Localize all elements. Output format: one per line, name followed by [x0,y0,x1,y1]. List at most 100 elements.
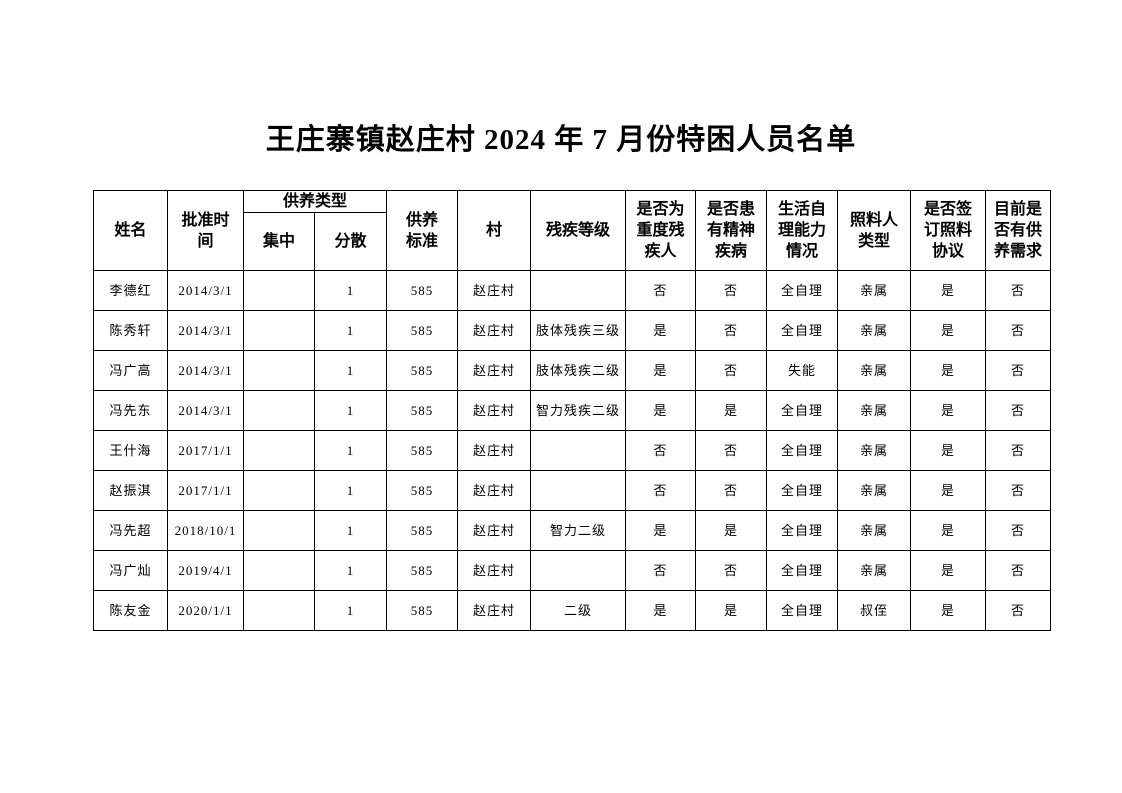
table-cell [243,270,315,311]
table-cell: 585 [386,590,459,631]
col-header-severe-disability: 是否为 重度残 疾人 [625,190,697,271]
table-cell: 是 [625,510,697,551]
table-cell: 否 [985,470,1052,511]
table-cell: 是 [695,510,768,551]
table-cell: 否 [695,350,768,391]
table-cell [243,350,315,391]
table-cell: 2017/1/1 [167,470,244,511]
table-cell: 2017/1/1 [167,430,244,471]
table-cell: 是 [625,390,697,431]
table-cell: 亲属 [837,350,912,391]
table-row: 陈友金 2020/1/1 1 585 赵庄村 二级是是全自理 叔侄是否 [93,590,1052,631]
table-cell: 否 [695,310,768,351]
table-cell: 亲属 [837,550,912,591]
table-row: 赵振淇 2017/1/1 1 585 赵庄村否否全自理 亲属是否 [93,470,1052,511]
table-cell: 2019/4/1 [167,550,244,591]
table-cell: 1 [313,550,388,591]
table-cell: 陈秀轩 [93,310,168,351]
table-cell: 1 [313,510,388,551]
table-cell: 赵庄村 [457,550,532,591]
table-cell: 赵庄村 [457,310,532,351]
table-cell: 是 [910,310,987,351]
table-cell: 是 [910,350,987,391]
table-row: 冯先东 2014/3/1 1 585 赵庄村 智力残疾二级是是全自理 亲属是否 [93,390,1052,431]
header-row-top: 姓名 批准时 间 供养类型 供养 标准 村 残疾等级 是否为 重度残 疾人 是否… [93,190,1052,271]
table-cell: 否 [985,590,1052,631]
table-cell: 肢体残疾二级 [530,350,627,391]
table-row: 王什海 2017/1/1 1 585 赵庄村否否全自理 亲属是否 [93,430,1052,471]
table-cell: 赵庄村 [457,350,532,391]
table-cell: 赵庄村 [457,430,532,471]
col-header-disability-level: 残疾等级 [530,190,627,271]
table-cell: 否 [625,470,697,511]
table-cell: 是 [695,390,768,431]
table-cell: 肢体残疾三级 [530,310,627,351]
table-cell: 2014/3/1 [167,310,244,351]
table-cell: 585 [386,350,459,391]
col-header-support-type: 供养类型 [242,190,388,213]
table-cell: 亲属 [837,430,912,471]
table-cell: 冯广高 [93,350,168,391]
table-cell: 李德红 [93,270,168,311]
table-cell [530,270,627,311]
col-header-care-agreement: 是否签 订照料 协议 [910,190,987,271]
table-cell: 智力残疾二级 [530,390,627,431]
col-header-dispersed: 分散 [313,212,388,271]
table-cell: 否 [625,430,697,471]
table-cell [243,430,315,471]
table-cell [243,550,315,591]
table-cell: 否 [985,430,1052,471]
table-cell: 亲属 [837,390,912,431]
table-cell: 1 [313,270,388,311]
table-cell: 全自理 [766,510,839,551]
table-cell: 是 [625,350,697,391]
table-cell: 是 [910,510,987,551]
table-cell: 冯广灿 [93,550,168,591]
table-cell: 585 [386,510,459,551]
table-cell [243,390,315,431]
col-header-village: 村 [457,190,532,271]
table-cell: 亲属 [837,510,912,551]
table-cell: 全自理 [766,590,839,631]
table-cell: 赵振淇 [93,470,168,511]
col-header-support-need: 目前是 否有供 养需求 [985,190,1052,271]
header-row-bottom: 集中 分散 [94,212,1051,271]
col-header-mental-illness: 是否患 有精神 疾病 [695,190,768,271]
table-cell: 否 [695,270,768,311]
table-cell: 585 [386,430,459,471]
table-cell: 全自理 [766,470,839,511]
table-cell: 否 [985,350,1052,391]
table-cell: 否 [985,390,1052,431]
table-cell: 冯先东 [93,390,168,431]
table-row: 冯广灿 2019/4/1 1 585 赵庄村否否全自理 亲属是否 [93,550,1052,591]
table-cell [530,550,627,591]
table-cell: 否 [625,270,697,311]
table-cell: 智力二级 [530,510,627,551]
table-cell: 2014/3/1 [167,350,244,391]
table-cell: 1 [313,310,388,351]
table-cell: 王什海 [93,430,168,471]
table-cell: 是 [910,390,987,431]
table-cell: 是 [910,590,987,631]
table-cell [243,510,315,551]
table-cell: 否 [985,310,1052,351]
table-cell: 否 [985,510,1052,551]
table-cell: 全自理 [766,550,839,591]
col-header-centralized: 集中 [243,212,315,271]
table-cell: 全自理 [766,270,839,311]
table-cell: 全自理 [766,310,839,351]
table-cell: 585 [386,270,459,311]
table-cell: 是 [910,550,987,591]
col-header-name: 姓名 [93,190,168,271]
table-cell: 1 [313,430,388,471]
table-cell [530,470,627,511]
table-cell: 冯先超 [93,510,168,551]
table-cell [530,430,627,471]
table-cell: 叔侄 [837,590,912,631]
table-cell: 1 [313,590,388,631]
table-cell: 是 [625,590,697,631]
table-cell: 否 [985,550,1052,591]
table-cell: 1 [313,350,388,391]
table-cell: 失能 [766,350,839,391]
table-cell: 是 [910,430,987,471]
